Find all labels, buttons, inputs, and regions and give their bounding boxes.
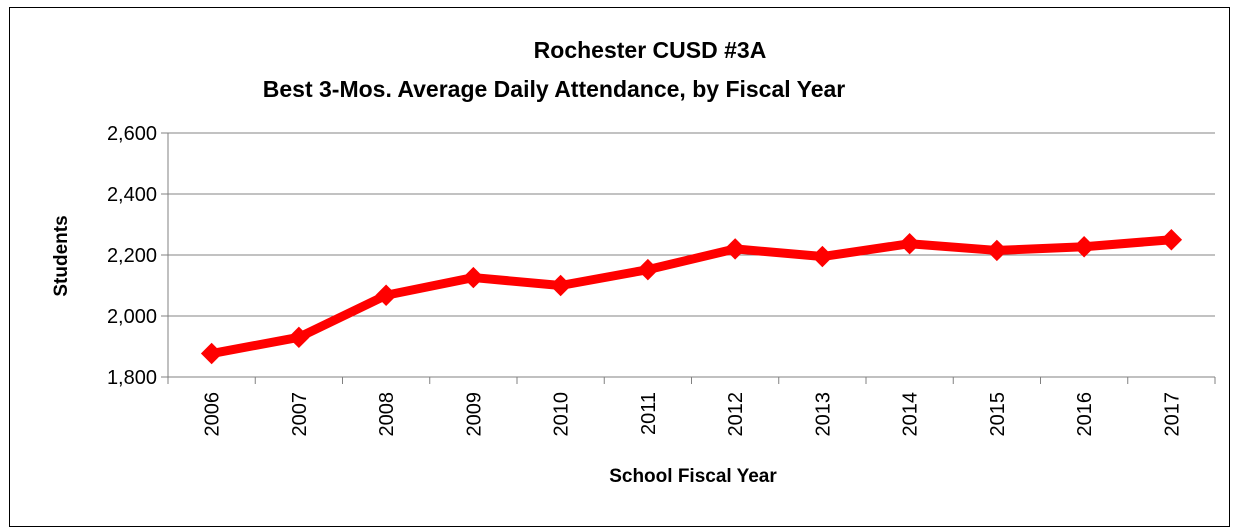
y-tick-label: 2,000: [107, 306, 157, 328]
data-point-marker: [898, 233, 921, 255]
gridlines: [168, 132, 1215, 317]
x-tick-label: 2009: [463, 392, 485, 437]
y-axis-title: Students: [51, 215, 72, 296]
x-tick-label: 2012: [725, 392, 747, 437]
data-point-marker: [1160, 229, 1183, 251]
data-point-marker: [724, 238, 746, 260]
x-tick-label: 2016: [1074, 392, 1096, 437]
data-point-marker: [200, 342, 223, 365]
y-tick-label: 2,200: [107, 245, 157, 267]
data-point-marker: [288, 326, 310, 349]
chart-subtitle: Best 3-Mos. Average Daily Attendance, by…: [263, 76, 846, 102]
x-tick-label: 2007: [289, 392, 311, 437]
x-tick-label: 2013: [812, 392, 834, 437]
y-tick-label: 2,400: [107, 184, 157, 206]
x-axis-ticks: [167, 377, 1216, 384]
x-axis-title: School Fiscal Year: [609, 466, 777, 487]
x-axis-labels: 2006 2007 2008 2009 2010 2011 2012 2013 2014 2015…: [202, 392, 1184, 437]
data-point-marker: [462, 266, 485, 289]
x-tick-label: 2006: [202, 392, 224, 437]
chart-title: Rochester CUSD #3A: [534, 37, 767, 63]
line-chart: Rochester CUSD #3A Best 3-Mos. Average D…: [51, 37, 1216, 487]
chart-frame: [9, 7, 1230, 527]
x-tick-label: 2008: [376, 392, 398, 437]
y-tick-label: 1,800: [107, 367, 157, 389]
y-tick-label: 2,600: [107, 123, 157, 145]
x-tick-label: 2015: [987, 392, 1009, 437]
y-axis-ticks: 1,800 2,000 2,200 2,400 2,600: [107, 123, 168, 389]
data-point-marker: [811, 245, 834, 268]
x-tick-label: 2010: [551, 392, 573, 437]
data-point-marker: [1073, 236, 1095, 258]
x-tick-label: 2011: [638, 392, 660, 435]
data-point-marker: [375, 284, 397, 306]
data-point-marker: [549, 274, 572, 297]
x-tick-label: 2014: [900, 392, 922, 437]
x-tick-label: 2017: [1161, 392, 1183, 437]
data-point-marker: [986, 239, 1008, 262]
series-line: [207, 235, 1176, 359]
data-point-marker: [637, 258, 659, 281]
series-markers: [200, 229, 1183, 365]
